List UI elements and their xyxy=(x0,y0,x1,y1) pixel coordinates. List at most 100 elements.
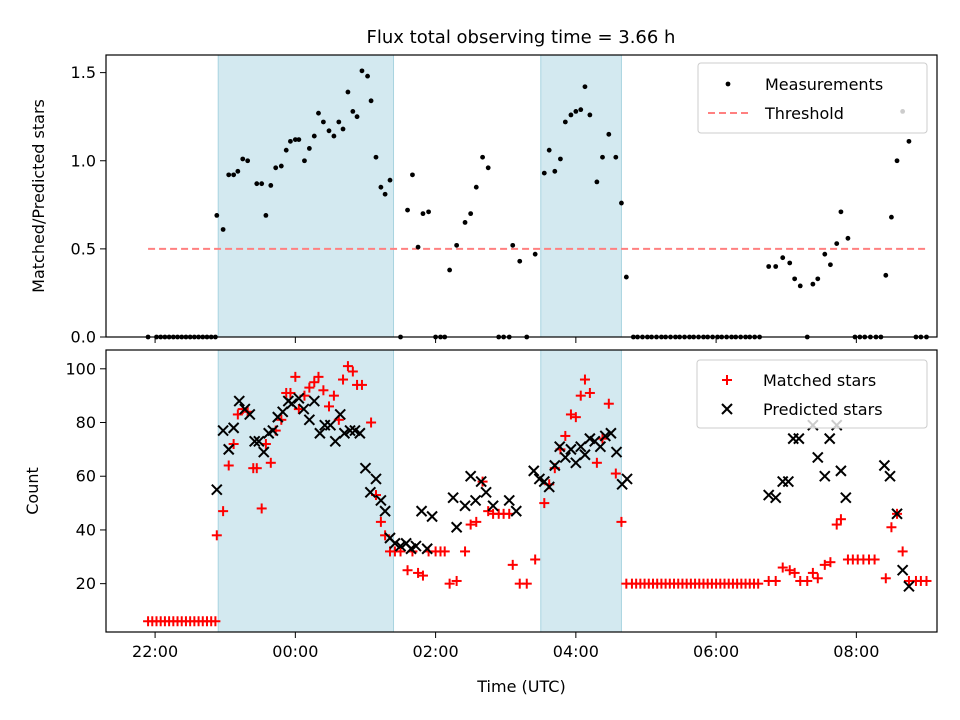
measurement-point xyxy=(240,156,246,162)
predicted-star-point xyxy=(459,500,471,512)
predicted-star-point xyxy=(314,427,326,439)
x-mark-b xyxy=(610,446,623,458)
bottom-x-tick-label: 08:00 xyxy=(833,642,879,661)
x-mark-b xyxy=(421,543,433,555)
x-mark-b xyxy=(835,465,847,477)
x-mark-b xyxy=(549,459,561,472)
bottom-legend: Matched stars Predicted stars xyxy=(696,359,928,429)
x-mark-b xyxy=(415,505,428,517)
x-mark-b xyxy=(840,492,852,504)
predicted-star-point xyxy=(211,483,223,496)
measurement-point xyxy=(600,154,605,160)
measurement-point xyxy=(485,165,491,171)
bottom-x-tick-label: 04:00 xyxy=(553,642,599,661)
bottom-y-tick-label: 60 xyxy=(76,467,96,486)
measurement-point xyxy=(268,183,274,188)
x-mark-b xyxy=(823,432,836,445)
top-shaded-region xyxy=(540,54,622,338)
x-mark-b xyxy=(812,451,824,464)
matched-star-point xyxy=(265,457,276,468)
matched-star-point xyxy=(575,390,586,401)
predicted-star-point xyxy=(223,443,235,456)
matched-star-point xyxy=(770,575,781,586)
measurement-point xyxy=(426,209,431,215)
matched-star-point xyxy=(539,498,550,509)
matched-star-point xyxy=(897,546,908,557)
predicted-star-point xyxy=(819,470,831,482)
predicted-star-point xyxy=(308,395,320,407)
top-shaded-region xyxy=(217,54,395,338)
matched-star-point xyxy=(318,385,329,396)
bottom-plot-frame xyxy=(105,349,938,633)
measurement-point xyxy=(296,137,302,143)
matched-star-point xyxy=(228,439,239,449)
matched-star-point xyxy=(579,374,590,385)
x-mark-b xyxy=(450,521,463,533)
predicted-star-point xyxy=(782,475,795,488)
measurement-point xyxy=(368,98,374,104)
top-y-tick-label: 1.5 xyxy=(71,63,96,82)
top-y-axis-label: Matched/Predicted stars xyxy=(29,99,48,293)
measurement-point xyxy=(883,272,889,278)
predicted-star-point xyxy=(812,451,824,464)
predicted-star-point xyxy=(364,486,377,499)
predicted-star-point xyxy=(394,540,407,552)
x-mark-b xyxy=(354,427,366,439)
predicted-star-point xyxy=(359,462,372,474)
matched-star-point xyxy=(251,463,262,474)
x-mark-b xyxy=(770,492,782,504)
matched-star-point xyxy=(753,578,764,589)
measurement-point xyxy=(552,168,558,174)
x-axis-label: Time (UTC) xyxy=(476,677,565,696)
x-mark-b xyxy=(344,424,356,437)
x-mark-b xyxy=(359,462,372,474)
matched-star-point xyxy=(285,387,296,398)
x-mark-b xyxy=(510,505,522,517)
matched-star-point xyxy=(328,390,339,401)
predicted-star-point xyxy=(244,408,256,421)
predicted-stars-legend-label: Predicted stars xyxy=(763,400,883,419)
predicted-star-point xyxy=(878,459,891,472)
matched-star-point xyxy=(777,562,788,573)
measurement-point xyxy=(822,251,828,257)
top-legend-box xyxy=(697,62,928,134)
threshold-legend-label: Threshold xyxy=(764,104,844,123)
measurement-point xyxy=(568,112,574,118)
x-mark-b xyxy=(349,424,361,437)
matched-star-point xyxy=(530,554,541,565)
matched-star-point xyxy=(835,514,846,525)
matched-star-point xyxy=(232,409,243,420)
predicted-star-point xyxy=(370,473,382,485)
predicted-star-point xyxy=(338,427,351,439)
x-mark-b xyxy=(878,459,891,472)
x-mark-b xyxy=(570,457,582,469)
measurement-point xyxy=(254,181,260,187)
measurement-point xyxy=(838,209,844,215)
predicted-star-point xyxy=(354,427,366,439)
matched-star-point xyxy=(616,516,627,527)
matched-star-point xyxy=(402,565,413,576)
measurement-point xyxy=(828,262,833,268)
matched-star-point xyxy=(451,575,462,586)
measurement-point xyxy=(420,211,426,217)
x-mark-b xyxy=(605,427,617,439)
measurement-point xyxy=(797,283,803,289)
measurement-point xyxy=(336,119,342,125)
x-mark-b xyxy=(253,435,265,448)
matched-star-point xyxy=(342,361,353,372)
matched-star-point xyxy=(521,578,532,589)
predicted-star-point xyxy=(475,475,487,488)
predicted-star-point xyxy=(554,440,566,453)
matched-star-point xyxy=(886,522,897,533)
matched-star-point xyxy=(210,616,221,627)
x-mark-b xyxy=(579,449,591,461)
measurement-point xyxy=(558,156,563,162)
predicted-star-point xyxy=(410,540,422,552)
predicted-star-point xyxy=(559,451,572,464)
bottom-y-tick-label: 80 xyxy=(76,413,96,432)
matched-star-point xyxy=(375,516,386,527)
measurement-point xyxy=(894,158,900,164)
measurement-point xyxy=(331,133,337,139)
x-mark-b xyxy=(884,470,896,482)
predicted-star-point xyxy=(227,422,240,434)
